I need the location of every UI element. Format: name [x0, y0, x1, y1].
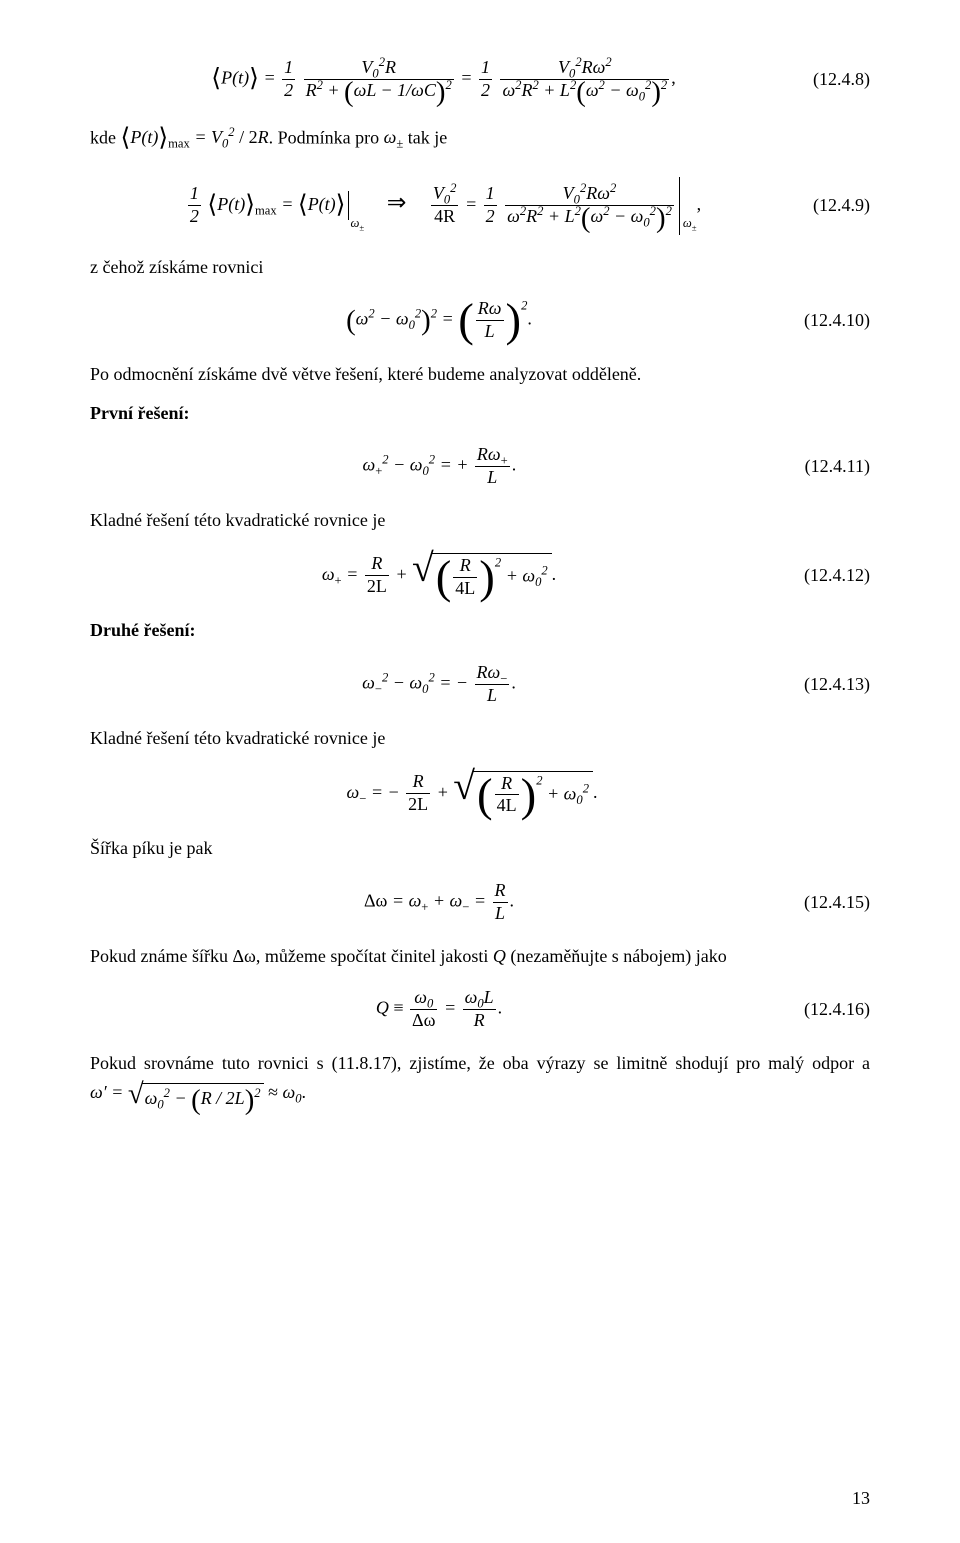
- heading-druhe: Druhé řešení:: [90, 616, 870, 645]
- para-kde: kde ⟨P(t)⟩max = V02 / 2R. Podmínka pro ω…: [90, 119, 870, 159]
- heading-prvni: První řešení:: [90, 399, 870, 428]
- para-sirka: Šířka píku je pak: [90, 834, 870, 863]
- langle: ⟨: [211, 65, 221, 92]
- equation-12-4-8: ⟨P(t)⟩ = 12 V02R R2 + (ωL − 1/ωC)2 = 12 …: [90, 58, 870, 101]
- para-pokud-2: Pokud srovnáme tuto rovnici s (11.8.17),…: [90, 1049, 870, 1113]
- eq-number: (12.4.8): [797, 65, 870, 94]
- rangle: ⟩: [249, 65, 259, 92]
- eq-number: (12.4.12): [788, 561, 870, 590]
- eq-number: (12.4.10): [788, 306, 870, 335]
- eq-number: (12.4.15): [788, 888, 870, 917]
- eq-number: (12.4.13): [788, 670, 870, 699]
- eq-number: (12.4.16): [788, 995, 870, 1024]
- equation-12-4-14: ω− = − R2L + √ (R4L)2 + ω02 .: [90, 771, 870, 817]
- eq-number: (12.4.11): [789, 452, 870, 481]
- para-poodm: Po odmocnění získáme dvě větve řešení, k…: [90, 360, 870, 389]
- arrow-icon: ⇒: [387, 190, 407, 216]
- num: 1: [282, 58, 295, 80]
- equation-12-4-16: Q ≡ ω0Δω = ω0LR. (12.4.16): [90, 988, 870, 1031]
- page-number: 13: [852, 1484, 870, 1513]
- equation-12-4-10: (ω2 − ω02)2 = (RωL)2. (12.4.10): [90, 299, 870, 342]
- v: V: [361, 57, 372, 77]
- para-kladne-2: Kladné řešení této kvadratické rovnice j…: [90, 724, 870, 753]
- den: 2: [282, 80, 295, 101]
- para-zcehoz: z čehož získáme rovnici: [90, 253, 870, 282]
- eq-sign: =: [263, 67, 280, 87]
- equation-12-4-11: ω+2 − ω02 = + Rω+L. (12.4.11): [90, 445, 870, 488]
- equation-12-4-9: 12 ⟨P(t)⟩max = ⟨P(t)⟩ω± ⇒ V024R = 12 V02…: [90, 177, 870, 235]
- r: R: [385, 57, 396, 77]
- pt: P(t): [221, 67, 249, 87]
- para-pokud-1: Pokud známe šířku Δω, můžeme spočítat či…: [90, 942, 870, 971]
- r2: R: [306, 80, 317, 100]
- eq-number: (12.4.9): [797, 191, 870, 220]
- equation-12-4-15: Δω = ω+ + ω− = RL. (12.4.15): [90, 881, 870, 924]
- equation-12-4-12: ω+ = R2L + √ (R4L)2 + ω02 . (12.4.12): [90, 553, 870, 599]
- equation-12-4-13: ω−2 − ω02 = − Rω−L. (12.4.13): [90, 663, 870, 706]
- para-kladne-1: Kladné řešení této kvadratické rovnice j…: [90, 506, 870, 535]
